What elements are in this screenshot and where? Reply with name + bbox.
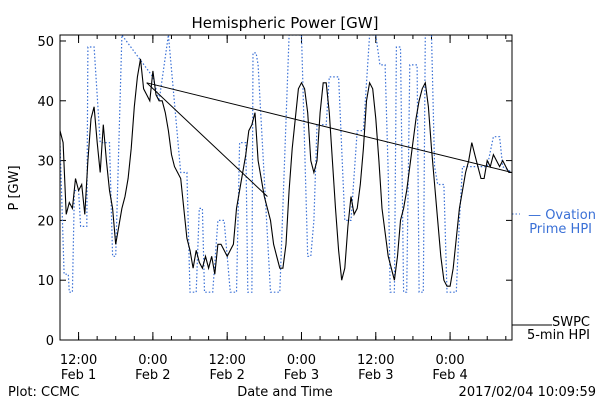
y-axis-label: P [GW]: [7, 165, 22, 210]
series-layer: [60, 35, 512, 293]
x-axis-label: Date and Time: [237, 385, 333, 400]
y-tick-label: 30: [37, 155, 54, 170]
x-tick-time-label: 12:00: [208, 353, 245, 368]
timestamp: 2017/02/04 10:09:59: [459, 385, 596, 400]
x-tick-date-label: Feb 2: [135, 368, 170, 383]
plot-credit: Plot: CCMC: [8, 385, 79, 400]
chart-title: Hemispheric Power [GW]: [192, 14, 379, 32]
y-tick-label: 20: [37, 214, 54, 229]
legend-ovation-label: Prime HPI: [529, 222, 592, 237]
ovation-prime-line: [60, 35, 512, 293]
plot-frame: [59, 34, 513, 341]
y-tick-label: 0: [46, 334, 54, 349]
x-tick-time-label: 0:00: [435, 353, 464, 368]
x-tick-date-label: Feb 1: [61, 368, 96, 383]
y-tick-label: 10: [37, 274, 54, 289]
x-tick-time-label: 0:00: [138, 353, 167, 368]
x-tick-date-label: Feb 3: [358, 368, 393, 383]
x-tick-date-label: Feb 3: [284, 368, 319, 383]
y-tick-label: 50: [37, 35, 54, 50]
legend-swpc-label: SWPC: [552, 315, 590, 330]
trend-line: [146, 82, 268, 197]
x-tick-time-label: 12:00: [357, 353, 394, 368]
trend-line: [146, 82, 512, 173]
x-tick-date-label: Feb 2: [209, 368, 244, 383]
legend-ovation-label: — Ovation: [528, 208, 596, 223]
y-tick-label: 40: [37, 95, 54, 110]
x-tick-time-label: 12:00: [60, 353, 97, 368]
x-tick-date-label: Feb 4: [432, 368, 467, 383]
legend-swpc-label: 5-min HPI: [527, 328, 590, 343]
x-tick-time-label: 0:00: [287, 353, 316, 368]
y-ticks: 0 10 20 30 40 50: [37, 35, 512, 349]
swpc-hpi-line: [60, 58, 512, 287]
